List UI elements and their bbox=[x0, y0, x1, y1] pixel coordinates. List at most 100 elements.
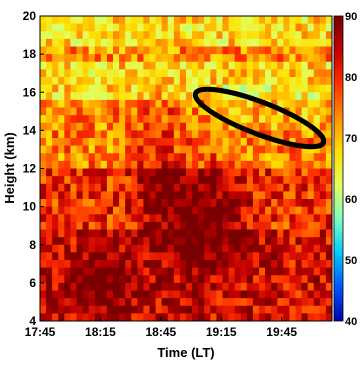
heatmap-cell bbox=[289, 168, 297, 177]
heatmap-cell bbox=[52, 183, 59, 192]
heatmap-cell bbox=[125, 244, 132, 253]
heatmap-cell bbox=[167, 237, 175, 246]
heatmap-cell bbox=[283, 23, 291, 32]
heatmap-cell bbox=[325, 275, 332, 284]
heatmap-cell bbox=[167, 153, 175, 162]
heatmap-cell bbox=[204, 99, 211, 109]
heatmap-cell bbox=[313, 92, 321, 101]
heatmap-cell bbox=[277, 260, 284, 269]
heatmap-cell bbox=[155, 282, 163, 292]
heatmap-cell bbox=[198, 46, 205, 55]
heatmap-cell bbox=[64, 305, 72, 314]
heatmap-cell bbox=[167, 275, 175, 284]
heatmap-cell bbox=[119, 305, 126, 314]
heatmap-cell bbox=[46, 298, 53, 307]
heatmap-cell bbox=[82, 183, 90, 192]
heatmap-cell bbox=[167, 244, 175, 253]
heatmap-cell bbox=[137, 16, 145, 25]
heatmap-cell bbox=[252, 23, 260, 32]
heatmap-cell bbox=[70, 214, 78, 223]
heatmap-cell bbox=[137, 298, 145, 307]
heatmap-cell bbox=[64, 183, 72, 192]
heatmap-cell bbox=[82, 305, 90, 314]
heatmap-cell bbox=[319, 267, 327, 276]
heatmap-cell bbox=[40, 168, 47, 177]
heatmap-cell bbox=[179, 244, 187, 253]
heatmap-cell bbox=[155, 38, 163, 48]
heatmap-cell bbox=[149, 176, 157, 185]
heatmap-cell bbox=[64, 153, 72, 162]
heatmap-cell bbox=[40, 282, 47, 292]
heatmap-cell bbox=[319, 191, 327, 200]
heatmap-cell bbox=[210, 290, 218, 299]
heatmap-cell bbox=[283, 229, 291, 238]
heatmap-cell bbox=[76, 313, 84, 321]
heatmap-cell bbox=[313, 77, 321, 86]
heatmap-cell bbox=[259, 199, 266, 208]
heatmap-cell bbox=[137, 84, 145, 93]
heatmap-cell bbox=[283, 61, 291, 70]
heatmap-cell bbox=[113, 206, 120, 215]
heatmap-cell bbox=[259, 38, 266, 48]
heatmap-cell bbox=[204, 237, 211, 246]
heatmap-cell bbox=[301, 61, 309, 70]
heatmap-cell bbox=[240, 46, 248, 55]
heatmap-cell bbox=[155, 237, 163, 246]
heatmap-cell bbox=[143, 46, 151, 55]
heatmap-cell bbox=[179, 69, 187, 78]
heatmap-cell bbox=[192, 313, 199, 321]
heatmap-cell bbox=[228, 77, 236, 86]
heatmap-cell bbox=[82, 107, 90, 116]
heatmap-cell bbox=[70, 191, 78, 200]
heatmap-cell bbox=[52, 176, 59, 185]
heatmap-cell bbox=[143, 99, 151, 109]
heatmap-cell bbox=[222, 69, 230, 78]
heatmap-cell bbox=[100, 229, 108, 238]
heatmap-cell bbox=[228, 244, 236, 253]
heatmap-cell bbox=[283, 153, 291, 162]
heatmap-cell bbox=[94, 237, 102, 246]
heatmap-cell bbox=[94, 77, 102, 86]
heatmap-cell bbox=[228, 160, 236, 170]
heatmap-cell bbox=[52, 214, 59, 223]
heatmap-cell bbox=[52, 244, 59, 253]
heatmap-cell bbox=[70, 38, 78, 48]
heatmap-cell bbox=[106, 260, 114, 269]
heatmap-cell bbox=[94, 183, 102, 192]
heatmap-cell bbox=[277, 313, 284, 321]
heatmap-cell bbox=[155, 54, 163, 63]
heatmap-cell bbox=[307, 206, 315, 215]
heatmap-cell bbox=[113, 244, 120, 253]
heatmap-cell bbox=[179, 252, 187, 261]
heatmap-cell bbox=[295, 138, 303, 147]
heatmap-cell bbox=[240, 267, 248, 276]
heatmap-cell bbox=[289, 206, 297, 215]
heatmap-cell bbox=[307, 61, 315, 70]
heatmap-cell bbox=[131, 260, 138, 269]
heatmap-cell bbox=[143, 237, 151, 246]
heatmap-cell bbox=[70, 168, 78, 177]
heatmap-cell bbox=[113, 92, 120, 101]
heatmap-cell bbox=[265, 267, 272, 276]
heatmap-cell bbox=[319, 199, 327, 208]
heatmap-cell bbox=[46, 176, 53, 185]
heatmap-cell bbox=[246, 31, 254, 40]
heatmap-cell bbox=[46, 168, 53, 177]
heatmap-cell bbox=[216, 237, 224, 246]
heatmap-cell bbox=[155, 260, 163, 269]
heatmap-cell bbox=[143, 290, 151, 299]
heatmap-cell bbox=[265, 275, 272, 284]
heatmap-cell bbox=[113, 99, 120, 109]
heatmap-cell bbox=[82, 84, 90, 93]
heatmap-cell bbox=[161, 31, 169, 40]
heatmap-cell bbox=[155, 244, 163, 253]
heatmap-cell bbox=[46, 16, 53, 25]
heatmap-cell bbox=[46, 160, 53, 170]
heatmap-cell bbox=[307, 267, 315, 276]
heatmap-cell bbox=[204, 290, 211, 299]
heatmap-cell bbox=[265, 115, 272, 124]
heatmap-cell bbox=[265, 31, 272, 40]
heatmap-cell bbox=[70, 260, 78, 269]
heatmap-cell bbox=[301, 92, 309, 101]
